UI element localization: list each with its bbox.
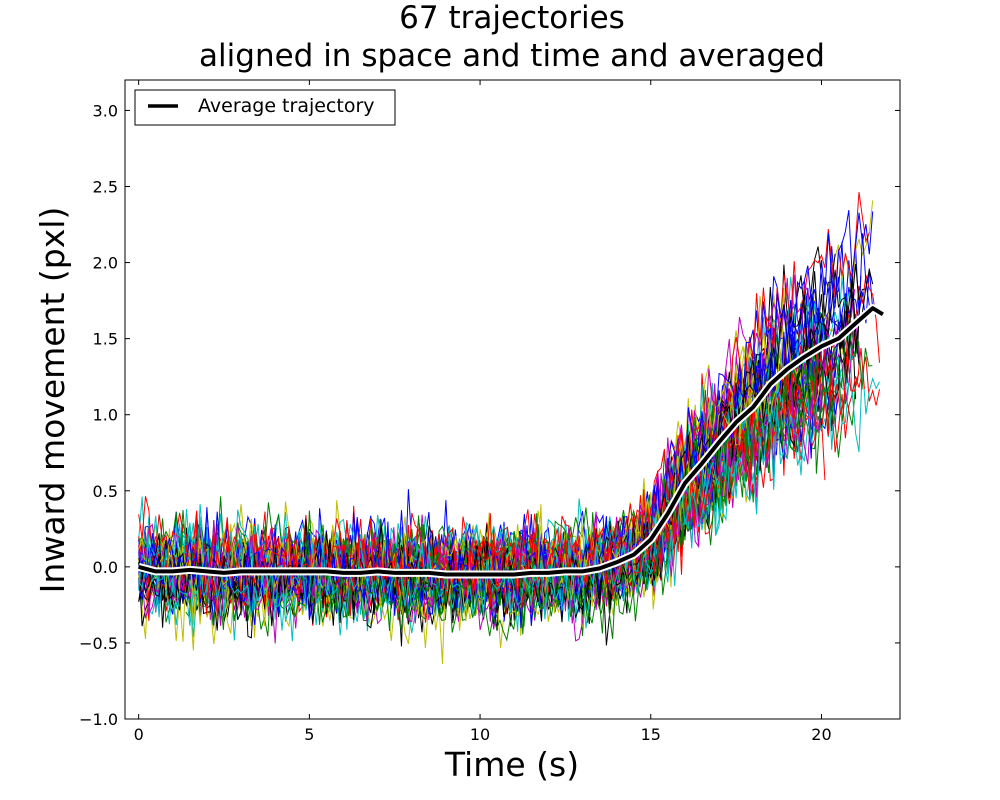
y-tick-label: 2.0 <box>93 254 118 273</box>
plot-area <box>137 192 885 664</box>
average-trajectory <box>137 304 885 579</box>
legend: Average trajectory <box>134 89 396 126</box>
axes-frame <box>124 79 901 720</box>
y-tick-label: −1.0 <box>79 710 118 729</box>
y-tick-label: −0.5 <box>79 634 118 653</box>
y-tick-label: 2.5 <box>93 178 118 197</box>
y-tick-label: 1.0 <box>93 406 118 425</box>
legend-label-average: Average trajectory <box>198 95 375 117</box>
chart-title-line-2: aligned in space and time and averaged <box>199 38 825 74</box>
y-axis-ticks: −1.0 −0.5 0.0 0.5 1.0 1.5 2.0 2.5 3.0 <box>79 101 900 729</box>
y-tick-label: 1.5 <box>93 330 118 349</box>
x-axis-ticks: 0 5 10 15 20 <box>134 80 832 744</box>
x-tick-label: 0 <box>134 725 144 744</box>
x-tick-label: 10 <box>470 725 490 744</box>
average-trajectory-line <box>138 306 884 577</box>
x-tick-label: 20 <box>811 725 831 744</box>
trajectory-line <box>138 210 874 612</box>
x-tick-label: 15 <box>641 725 661 744</box>
x-axis-label: Time (s) <box>444 745 579 784</box>
y-tick-label: 0.0 <box>93 558 118 577</box>
y-tick-label: 3.0 <box>93 101 118 120</box>
trajectory-line <box>138 397 816 636</box>
legend-box <box>134 89 396 126</box>
chart-title-line-1: 67 trajectories <box>399 0 625 36</box>
y-axis-label: Inward movement (pxl) <box>33 207 72 594</box>
x-tick-label: 5 <box>304 725 314 744</box>
y-tick-label: 0.5 <box>93 482 118 501</box>
